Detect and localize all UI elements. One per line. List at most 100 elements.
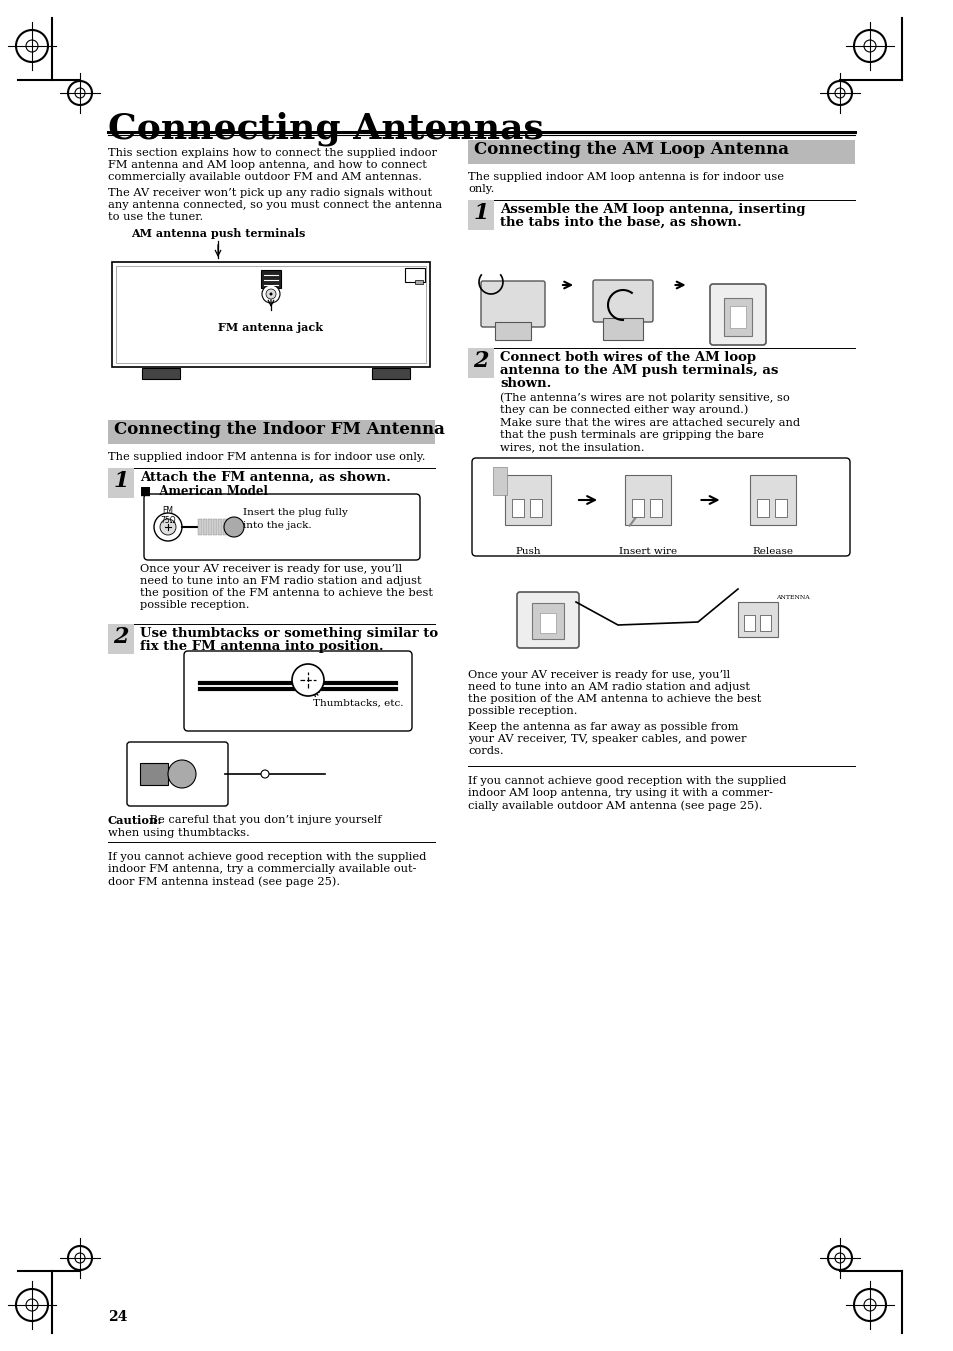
Circle shape: [160, 519, 175, 535]
Bar: [749, 476, 795, 526]
FancyBboxPatch shape: [517, 592, 578, 648]
Bar: [223, 519, 227, 535]
Bar: [261, 270, 281, 288]
Text: antenna to the AM push terminals, as: antenna to the AM push terminals, as: [499, 363, 778, 377]
Bar: [738, 603, 778, 638]
Bar: [142, 367, 180, 380]
FancyBboxPatch shape: [127, 742, 228, 807]
Text: Caution:: Caution:: [108, 815, 162, 825]
Text: the position of the FM antenna to achieve the best: the position of the FM antenna to achiev…: [140, 588, 433, 598]
Text: The supplied indoor AM loop antenna is for indoor use: The supplied indoor AM loop antenna is f…: [468, 172, 783, 182]
FancyBboxPatch shape: [709, 284, 765, 345]
Bar: [512, 499, 523, 517]
Text: Release: Release: [752, 547, 793, 557]
Text: 1: 1: [473, 203, 488, 224]
Text: Insert the plug fully: Insert the plug fully: [243, 508, 348, 517]
Circle shape: [292, 663, 324, 696]
Circle shape: [269, 293, 273, 296]
Text: ANTENNA: ANTENNA: [775, 594, 809, 600]
Bar: [108, 420, 435, 444]
Bar: [108, 467, 133, 499]
Text: door FM antenna instead (see page 25).: door FM antenna instead (see page 25).: [108, 875, 340, 886]
Text: possible reception.: possible reception.: [140, 600, 250, 611]
FancyBboxPatch shape: [480, 281, 544, 327]
Circle shape: [224, 517, 244, 536]
Circle shape: [168, 761, 195, 788]
Text: Insert wire: Insert wire: [618, 547, 677, 557]
Bar: [757, 499, 768, 517]
Bar: [539, 613, 556, 634]
Bar: [405, 267, 424, 282]
Text: Connecting the Indoor FM Antenna: Connecting the Indoor FM Antenna: [113, 422, 444, 438]
Text: FM antenna and AM loop antenna, and how to connect: FM antenna and AM loop antenna, and how …: [108, 159, 426, 170]
Text: Be careful that you don’t injure yourself: Be careful that you don’t injure yoursel…: [146, 815, 381, 825]
Bar: [649, 499, 661, 517]
Bar: [631, 499, 643, 517]
Text: that the push terminals are gripping the bare: that the push terminals are gripping the…: [499, 430, 763, 440]
Text: ■  American Model: ■ American Model: [140, 485, 268, 499]
Bar: [729, 305, 745, 328]
FancyBboxPatch shape: [184, 651, 412, 731]
Text: Thumbtacks, etc.: Thumbtacks, etc.: [313, 698, 403, 708]
Text: indoor AM loop antenna, try using it with a commer-: indoor AM loop antenna, try using it wit…: [468, 788, 772, 798]
Text: This section explains how to connect the supplied indoor: This section explains how to connect the…: [108, 149, 436, 158]
Text: shown.: shown.: [499, 377, 551, 390]
Text: Make sure that the wires are attached securely and: Make sure that the wires are attached se…: [499, 417, 800, 428]
Bar: [468, 349, 494, 378]
Bar: [415, 280, 422, 284]
FancyBboxPatch shape: [472, 458, 849, 557]
Circle shape: [261, 770, 269, 778]
Text: any antenna connected, so you must connect the antenna: any antenna connected, so you must conne…: [108, 200, 441, 209]
Text: Keep the antenna as far away as possible from: Keep the antenna as far away as possible…: [468, 721, 738, 732]
Text: fix the FM antenna into position.: fix the FM antenna into position.: [140, 640, 383, 653]
Bar: [468, 141, 854, 163]
Text: wires, not the insulation.: wires, not the insulation.: [499, 442, 644, 453]
Text: possible reception.: possible reception.: [468, 707, 577, 716]
Bar: [218, 519, 222, 535]
Bar: [140, 763, 168, 785]
Text: Once your AV receiver is ready for use, you’ll: Once your AV receiver is ready for use, …: [140, 563, 402, 574]
Text: FM antenna jack: FM antenna jack: [218, 322, 323, 332]
Text: cially available outdoor AM antenna (see page 25).: cially available outdoor AM antenna (see…: [468, 800, 761, 811]
Text: (The antenna’s wires are not polarity sensitive, so: (The antenna’s wires are not polarity se…: [499, 392, 789, 403]
Bar: [203, 519, 207, 535]
Text: The AV receiver won’t pick up any radio signals without: The AV receiver won’t pick up any radio …: [108, 188, 432, 199]
Circle shape: [266, 289, 275, 299]
Circle shape: [153, 513, 182, 540]
Text: Connecting Antennas: Connecting Antennas: [108, 112, 543, 146]
Bar: [530, 499, 541, 517]
Text: Connect both wires of the AM loop: Connect both wires of the AM loop: [499, 351, 756, 363]
Text: need to tune into an FM radio station and adjust: need to tune into an FM radio station an…: [140, 576, 421, 586]
Bar: [774, 499, 786, 517]
Bar: [208, 519, 212, 535]
Text: 24: 24: [108, 1310, 128, 1324]
Text: indoor FM antenna, try a commercially available out-: indoor FM antenna, try a commercially av…: [108, 865, 416, 874]
FancyBboxPatch shape: [593, 280, 652, 322]
Text: Attach the FM antenna, as shown.: Attach the FM antenna, as shown.: [140, 471, 391, 484]
Text: the position of the AM antenna to achieve the best: the position of the AM antenna to achiev…: [468, 694, 760, 704]
FancyBboxPatch shape: [144, 494, 419, 561]
Text: only.: only.: [468, 184, 494, 195]
Text: 2: 2: [473, 350, 488, 372]
Bar: [602, 317, 642, 340]
Text: commercially available outdoor FM and AM antennas.: commercially available outdoor FM and AM…: [108, 172, 421, 182]
Text: the tabs into the base, as shown.: the tabs into the base, as shown.: [499, 216, 741, 230]
Bar: [743, 615, 754, 631]
Bar: [532, 603, 563, 639]
Text: Assemble the AM loop antenna, inserting: Assemble the AM loop antenna, inserting: [499, 203, 804, 216]
Text: If you cannot achieve good reception with the supplied: If you cannot achieve good reception wit…: [108, 852, 426, 862]
Text: to use the tuner.: to use the tuner.: [108, 212, 203, 222]
Text: The supplied indoor FM antenna is for indoor use only.: The supplied indoor FM antenna is for in…: [108, 453, 425, 462]
Text: 1: 1: [113, 470, 129, 492]
Text: AM antenna push terminals: AM antenna push terminals: [131, 228, 305, 239]
Bar: [213, 519, 216, 535]
Bar: [116, 266, 426, 363]
Text: Push: Push: [515, 547, 540, 557]
Text: they can be connected either way around.): they can be connected either way around.…: [499, 404, 747, 415]
Bar: [624, 476, 670, 526]
Text: FM
75Ω: FM 75Ω: [160, 507, 175, 526]
Bar: [372, 367, 410, 380]
Text: 2: 2: [113, 626, 129, 648]
Text: Once your AV receiver is ready for use, you’ll: Once your AV receiver is ready for use, …: [468, 670, 729, 680]
Circle shape: [262, 285, 280, 303]
